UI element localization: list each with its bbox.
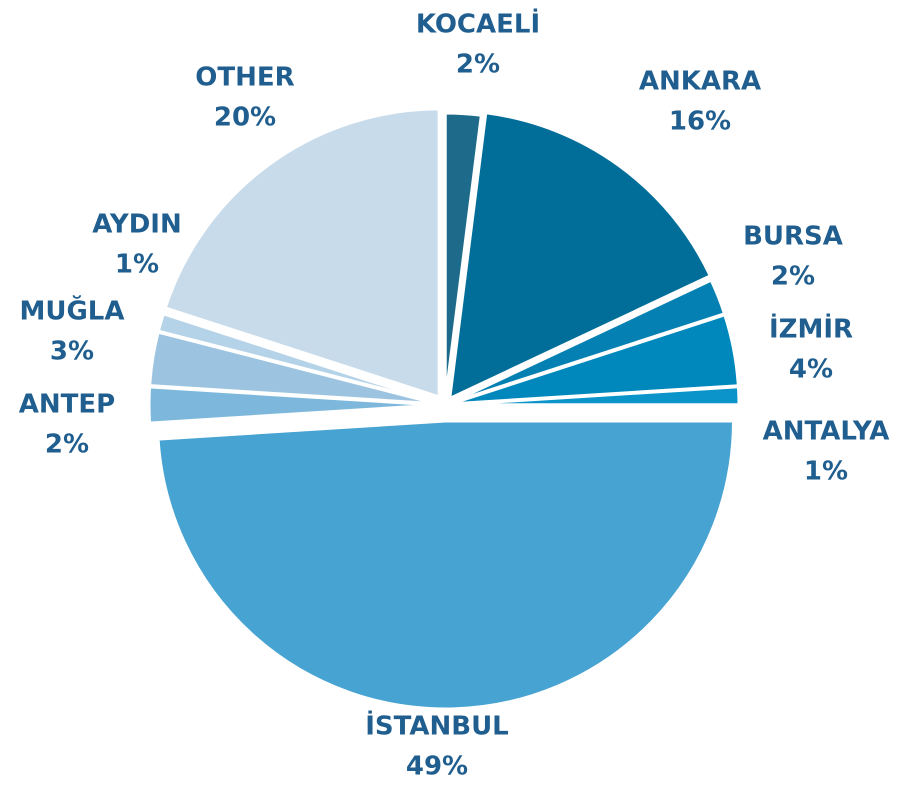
slice-label: ANTALYA [763, 417, 890, 447]
slice-value: 2% [771, 262, 815, 292]
slice-label: İSTANBUL [365, 710, 509, 742]
pie-slice [443, 111, 483, 403]
slice-label: OTHER [195, 63, 294, 93]
slice-value: 4% [789, 355, 833, 385]
slice-value: 20% [214, 103, 276, 133]
pie-slice [156, 312, 439, 405]
slice-label: ANTEP [19, 390, 115, 420]
slice-label: ANKARA [639, 67, 761, 97]
pie-slice [163, 107, 441, 399]
slice-value: 2% [45, 430, 89, 460]
slice-value: 49% [406, 752, 468, 782]
slice-value: 3% [50, 337, 94, 367]
slice-label: MUĞLA [19, 295, 124, 327]
pie-slice [448, 111, 712, 401]
slice-value: 1% [804, 457, 848, 487]
slice-label: KOCAELİ [416, 8, 540, 40]
pie-slice [156, 419, 736, 711]
slice-label: AYDIN [92, 210, 181, 240]
slice-label: İZMİR [769, 313, 853, 345]
slice-label: BURSA [743, 222, 843, 252]
slice-value: 2% [456, 50, 500, 80]
slice-value: 1% [115, 250, 159, 280]
slice-value: 16% [669, 107, 731, 137]
pie-slice [449, 385, 741, 407]
